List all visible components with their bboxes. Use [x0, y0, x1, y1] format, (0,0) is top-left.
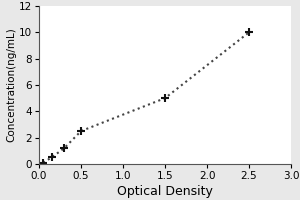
X-axis label: Optical Density: Optical Density — [117, 185, 213, 198]
Y-axis label: Concentration(ng/mL): Concentration(ng/mL) — [6, 28, 16, 142]
